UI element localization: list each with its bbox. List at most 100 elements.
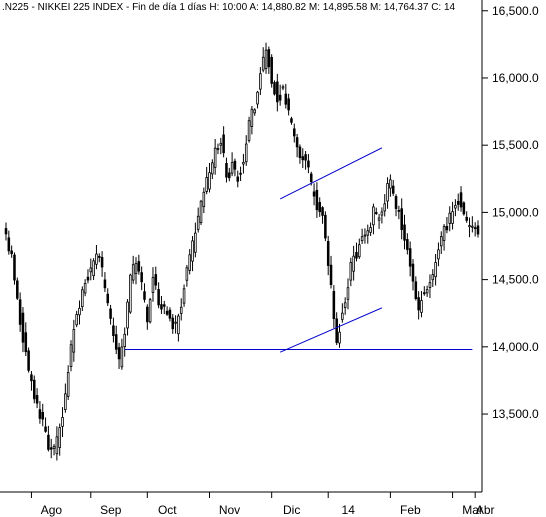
- candle-body: [451, 211, 454, 224]
- trendline: [279, 307, 383, 353]
- candle-body: [366, 230, 370, 236]
- x-axis: Ago Sep Oct Nov Dic 14 Feb Mar Abr: [30, 492, 495, 517]
- candle-body: [4, 228, 8, 235]
- candle-body: [335, 318, 338, 343]
- candle-body: [341, 312, 344, 320]
- candle-body: [372, 206, 375, 226]
- header-ask: A: 14,880.82: [249, 2, 306, 13]
- y-tick-label: 15,500.0: [492, 138, 539, 152]
- candle-body: [103, 279, 107, 289]
- candle-body: [338, 331, 341, 344]
- candle-body: [219, 142, 223, 146]
- candle-body: [16, 280, 19, 299]
- candle-body: [324, 214, 327, 239]
- header-high: H: 10:00: [209, 2, 247, 13]
- header-close: C: 14: [431, 2, 455, 13]
- candle-body: [21, 312, 25, 343]
- candle-body: [52, 445, 56, 449]
- candle-body: [154, 274, 158, 286]
- candle-body: [72, 329, 76, 353]
- candle-body: [276, 81, 279, 103]
- candle-body: [230, 162, 234, 174]
- candle-body: [112, 325, 115, 337]
- candle-body: [143, 291, 146, 300]
- candle-body: [236, 176, 240, 182]
- candle-body: [216, 148, 220, 150]
- candle-body: [211, 162, 214, 175]
- candle-body: [253, 109, 256, 114]
- candle-body: [397, 209, 401, 212]
- candle-body: [293, 128, 296, 137]
- candle-body: [247, 120, 251, 141]
- candle-body: [403, 224, 406, 241]
- header-name: NIKKEI 225 INDEX: [38, 2, 124, 13]
- candle-body: [284, 93, 288, 105]
- candle-body: [420, 300, 423, 313]
- candle-body: [66, 372, 70, 397]
- candle-body: [428, 282, 432, 288]
- candle-body: [425, 289, 429, 294]
- candle-body: [179, 306, 183, 314]
- candle-body: [462, 202, 466, 215]
- candle-body: [126, 301, 129, 329]
- candle-body: [301, 156, 305, 161]
- candle-body: [81, 289, 84, 308]
- candle-body: [250, 108, 254, 127]
- candle-body: [476, 225, 480, 235]
- candle-body: [287, 98, 290, 111]
- candle-body: [117, 347, 121, 360]
- candle-body: [114, 334, 118, 350]
- candle-body: [225, 163, 228, 178]
- x-tick-label: Abr: [476, 503, 495, 517]
- candle-body: [349, 262, 353, 281]
- candle-body: [374, 212, 378, 214]
- candle-body: [109, 308, 112, 319]
- candle-body: [298, 146, 302, 158]
- candle-body: [27, 350, 30, 371]
- x-tick-label: Feb: [400, 503, 421, 517]
- candle-body: [123, 333, 126, 347]
- candle-body: [442, 226, 446, 241]
- candle-body: [242, 161, 245, 165]
- candle-body: [346, 287, 350, 300]
- candle-body: [24, 332, 28, 353]
- x-tick-label: Sep: [100, 503, 122, 517]
- candle-body: [160, 304, 163, 310]
- candle-body: [49, 447, 53, 450]
- candle-body: [383, 203, 387, 212]
- candle-body: [321, 207, 324, 216]
- header-background: [0, 0, 480, 13]
- candle-body: [196, 215, 200, 230]
- candle-body: [391, 185, 395, 194]
- chart-header: .N225 - NIKKEI 225 INDEX - Fin de día 1 …: [2, 2, 456, 13]
- candle-body: [120, 346, 124, 368]
- candle-body: [177, 315, 180, 335]
- candle-body: [456, 201, 460, 205]
- candle-body: [448, 212, 452, 224]
- y-axis: 13,500.0 14,000.0 14,500.0 15,000.0 15,5…: [482, 4, 539, 421]
- candle-body: [191, 240, 194, 262]
- candle-body: [473, 227, 477, 230]
- candle-body: [411, 263, 415, 282]
- y-tick-label: 15,000.0: [492, 205, 539, 219]
- candle-body: [140, 272, 143, 283]
- candle-body: [380, 211, 384, 216]
- header-mid: M: 14,895.58: [309, 2, 368, 13]
- candle-body: [134, 263, 138, 274]
- x-tick-label: Ago: [41, 503, 63, 517]
- candle-body: [61, 417, 64, 427]
- candle-body: [267, 49, 271, 68]
- candle-body: [228, 172, 231, 179]
- x-tick-label: Nov: [219, 503, 240, 517]
- candle-body: [315, 189, 319, 211]
- candle-body: [233, 160, 237, 170]
- candle-body: [35, 395, 39, 404]
- candle-body: [386, 183, 389, 202]
- candle-body: [41, 411, 45, 420]
- candle-body: [106, 293, 110, 304]
- candle-body: [363, 234, 367, 237]
- candle-body: [95, 253, 98, 265]
- candle-body: [465, 216, 468, 221]
- candle-body: [171, 317, 175, 330]
- candle-body: [78, 307, 81, 316]
